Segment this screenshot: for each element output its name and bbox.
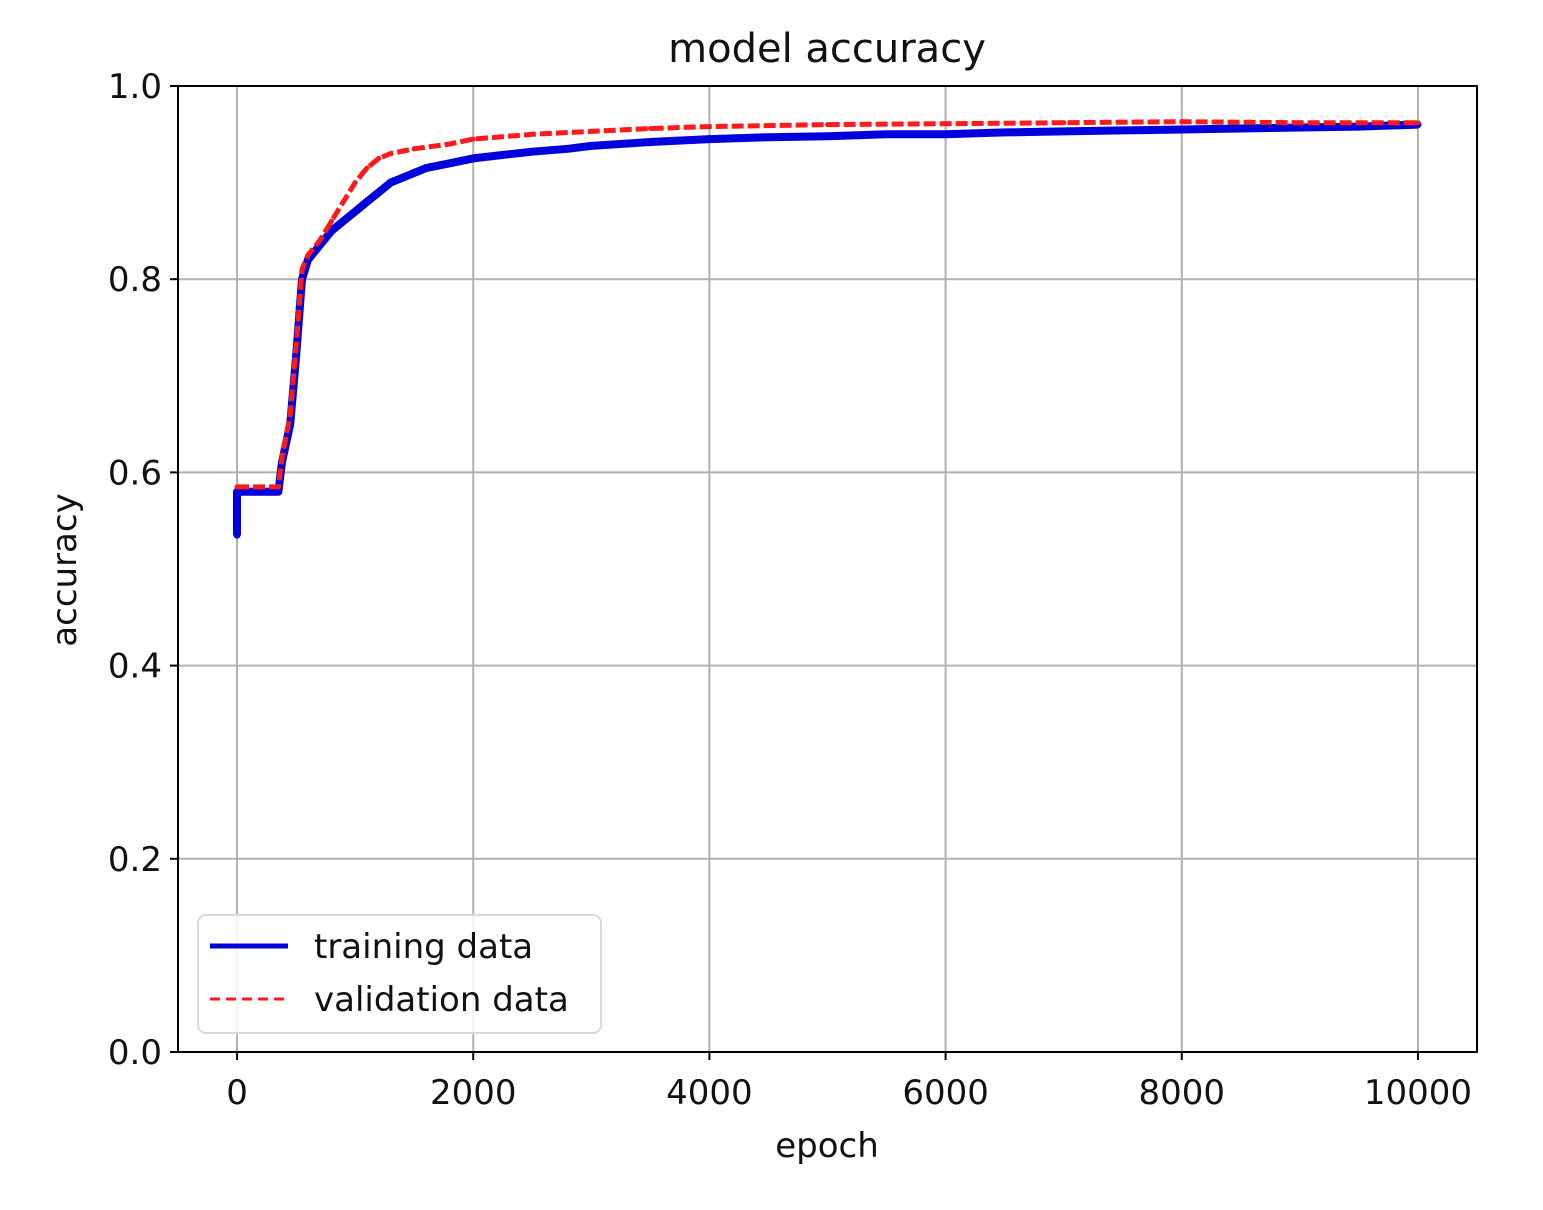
data-point-validation xyxy=(529,131,535,137)
data-point-validation xyxy=(1061,120,1067,126)
data-point-training xyxy=(824,132,831,140)
data-point-training xyxy=(942,130,950,138)
y-tick-label: 0.8 xyxy=(108,260,162,300)
data-point-validation xyxy=(706,124,712,130)
x-tick-label: 4000 xyxy=(666,1073,753,1113)
data-point-training xyxy=(587,142,595,150)
data-point-training xyxy=(1119,126,1127,134)
x-tick-label: 0 xyxy=(226,1073,248,1113)
y-tick-label: 0.0 xyxy=(108,1033,162,1073)
data-point-validation xyxy=(588,128,594,134)
data-point-training xyxy=(1296,124,1304,131)
grid-lines xyxy=(178,85,1477,1053)
legend-box xyxy=(197,914,602,1034)
data-point-validation xyxy=(1415,120,1421,126)
data-point-training xyxy=(528,148,536,156)
data-point-training xyxy=(564,145,572,153)
y-tick-label: 0.4 xyxy=(108,647,162,687)
x-tick-label: 8000 xyxy=(1139,1073,1226,1113)
data-point-training xyxy=(328,227,335,235)
data-point-validation xyxy=(293,344,299,350)
data-point-validation xyxy=(352,180,358,186)
data-point-validation xyxy=(340,199,346,205)
data-point-validation xyxy=(470,136,476,142)
data-point-training xyxy=(235,488,243,496)
x-axis-label: epoch xyxy=(775,1126,879,1166)
data-point-training xyxy=(1060,127,1068,135)
data-point-validation xyxy=(388,151,394,157)
y-tick-label: 1.0 xyxy=(108,67,162,107)
series-line-validation xyxy=(236,119,1418,490)
data-point-training xyxy=(446,159,454,167)
legend-label-training: training data xyxy=(314,927,533,967)
data-point-validation xyxy=(329,218,334,224)
data-point-validation xyxy=(411,146,417,152)
axes-frame xyxy=(177,85,1478,1053)
plot-area xyxy=(233,119,1422,539)
data-point-training xyxy=(1001,128,1009,136)
data-point-validation xyxy=(943,121,949,127)
x-tick-label: 2000 xyxy=(430,1073,517,1113)
y-tick-label: 0.6 xyxy=(108,453,162,493)
data-point-validation xyxy=(236,484,242,490)
chart-title: model accuracy xyxy=(668,26,986,72)
data-point-validation xyxy=(299,267,305,272)
data-point-training xyxy=(363,198,371,206)
data-point-validation xyxy=(447,141,453,147)
data-point-training xyxy=(469,154,477,162)
legend-label-validation: validation data xyxy=(314,980,569,1020)
data-point-validation xyxy=(275,484,281,490)
data-point-training xyxy=(883,130,890,138)
x-axis-ticks: 0 2000 4000 6000 8000 10000 xyxy=(226,1052,1472,1113)
data-point-validation xyxy=(376,155,382,161)
x-tick-label: 6000 xyxy=(902,1073,989,1113)
data-point-training xyxy=(274,488,282,496)
data-point-validation xyxy=(305,252,311,258)
legend: training data validation data xyxy=(197,914,602,1034)
data-point-training xyxy=(646,138,654,146)
data-point-training xyxy=(1237,125,1245,132)
data-point-training xyxy=(410,169,418,177)
data-point-training xyxy=(387,179,395,187)
data-point-training xyxy=(339,217,347,225)
data-point-training xyxy=(233,531,241,539)
data-point-training xyxy=(375,188,383,196)
data-point-training xyxy=(351,208,359,216)
data-point-training xyxy=(705,135,713,143)
data-point-training xyxy=(422,164,430,172)
data-point-validation xyxy=(287,411,293,417)
data-point-validation xyxy=(1297,120,1303,126)
data-point-validation xyxy=(825,122,830,128)
data-point-training xyxy=(765,133,772,141)
x-tick-label: 10000 xyxy=(1364,1073,1472,1113)
data-point-validation xyxy=(317,238,323,244)
series-line-training xyxy=(233,120,1419,536)
y-axis-label: accuracy xyxy=(45,493,85,646)
data-point-validation xyxy=(279,455,285,461)
data-point-validation xyxy=(364,165,370,171)
y-axis-ticks: 0.0 0.2 0.4 0.6 0.8 1.0 xyxy=(108,67,178,1073)
data-point-validation xyxy=(1179,119,1185,125)
data-point-validation xyxy=(647,126,653,131)
y-tick-label: 0.2 xyxy=(108,840,162,880)
data-point-training xyxy=(493,152,501,160)
data-point-training xyxy=(398,174,406,182)
data-point-training xyxy=(1178,126,1186,133)
